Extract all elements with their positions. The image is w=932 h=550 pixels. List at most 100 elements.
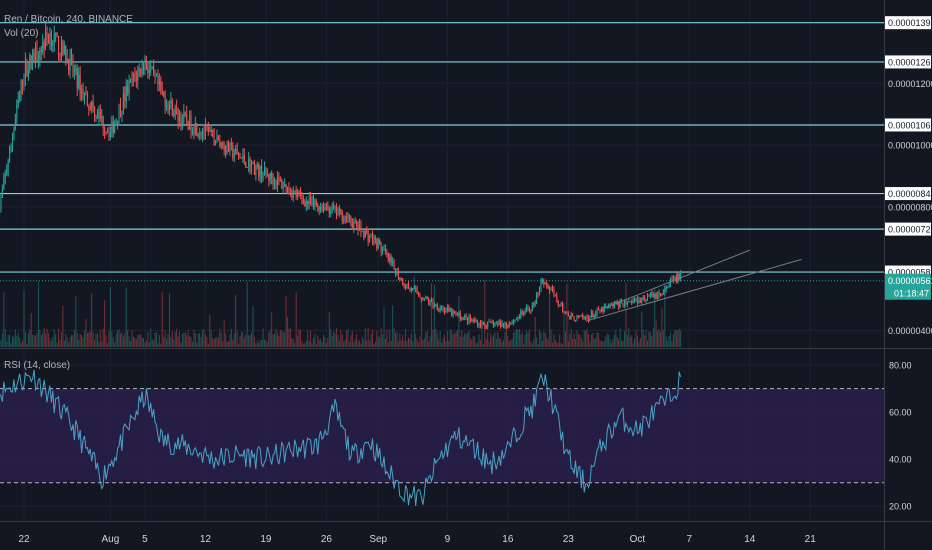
volume-bar bbox=[278, 335, 280, 347]
volume-bar bbox=[445, 341, 447, 347]
candle-body bbox=[407, 284, 409, 289]
volume-bar bbox=[45, 333, 47, 347]
candle-body bbox=[23, 77, 25, 86]
candle-body bbox=[27, 69, 29, 77]
volume-bar bbox=[232, 339, 234, 347]
candle-body bbox=[599, 309, 601, 312]
volume-bar bbox=[586, 328, 588, 347]
volume-bar bbox=[121, 331, 123, 347]
candle-body bbox=[104, 128, 106, 132]
volume-bar bbox=[518, 328, 520, 347]
volume-bar bbox=[441, 342, 443, 347]
candle-body bbox=[266, 174, 268, 176]
volume-bar bbox=[245, 334, 247, 347]
volume-bar bbox=[65, 333, 67, 347]
volume-bar bbox=[563, 302, 565, 347]
candle-body bbox=[66, 58, 68, 64]
volume-bar bbox=[331, 336, 333, 347]
volume-bar bbox=[618, 339, 620, 347]
volume-bar bbox=[4, 329, 6, 347]
time-axis[interactable]: 22 Aug 5 12 19 26 Sep 9 16 23 Oct 7 14 21 bbox=[18, 534, 816, 545]
volume-bar bbox=[99, 330, 101, 347]
candle-body bbox=[518, 316, 520, 318]
volume-bar bbox=[671, 341, 673, 347]
candle-body bbox=[242, 154, 244, 159]
candle-body bbox=[220, 143, 222, 147]
level-price-tag bbox=[885, 118, 931, 132]
volume-bar bbox=[501, 342, 503, 347]
volume-bar bbox=[181, 333, 183, 347]
volume-bar bbox=[379, 337, 381, 347]
volume-bar bbox=[43, 328, 45, 347]
volume-bar bbox=[503, 340, 505, 347]
candle-body bbox=[416, 289, 418, 294]
volume-bar bbox=[551, 342, 553, 347]
candle-body bbox=[472, 319, 474, 321]
volume-bar bbox=[334, 333, 336, 347]
volume-bar bbox=[587, 333, 589, 347]
volume-bar bbox=[527, 332, 529, 347]
volume-bar bbox=[410, 333, 412, 347]
volume-bar bbox=[258, 342, 260, 347]
volume-bar bbox=[464, 333, 466, 347]
volume-bar bbox=[298, 328, 300, 347]
time-tick-label: 23 bbox=[563, 534, 575, 545]
volume-bar bbox=[104, 300, 106, 347]
volume-bar bbox=[132, 336, 134, 347]
candle-body bbox=[399, 278, 401, 280]
volume-indicator-label[interactable]: Vol (20) bbox=[4, 28, 39, 39]
candle-body bbox=[294, 190, 296, 192]
candle-body bbox=[468, 316, 470, 322]
volume-bar bbox=[490, 333, 492, 347]
candle-body bbox=[35, 49, 37, 62]
candle-body bbox=[436, 304, 438, 310]
volume-bar bbox=[566, 283, 568, 347]
candle-body bbox=[451, 308, 453, 316]
candle-body bbox=[393, 261, 395, 269]
volume-bar bbox=[439, 330, 441, 347]
volume-bar bbox=[223, 320, 225, 347]
volume-bar bbox=[148, 342, 150, 347]
volume-bar bbox=[340, 330, 342, 347]
rsi-indicator-label[interactable]: RSI (14, close) bbox=[4, 360, 71, 371]
volume-bars bbox=[0, 276, 682, 347]
volume-bar bbox=[383, 307, 385, 347]
candle-body bbox=[1, 189, 3, 198]
volume-bar bbox=[279, 329, 281, 347]
candle-body bbox=[166, 104, 168, 108]
volume-bar bbox=[534, 316, 536, 347]
rsi-pane bbox=[0, 369, 884, 507]
candle-body bbox=[550, 287, 552, 291]
volume-bar bbox=[177, 336, 179, 347]
candle-body bbox=[114, 123, 116, 133]
volume-bar bbox=[1, 333, 3, 347]
candle-body bbox=[366, 231, 368, 233]
candle-body bbox=[334, 205, 336, 208]
volume-bar bbox=[101, 340, 103, 347]
candle-body bbox=[520, 311, 522, 318]
volume-bar bbox=[109, 287, 111, 347]
volume-bar bbox=[382, 334, 384, 347]
symbol-title[interactable]: Ren / Bitcoin, 240, BINANCE bbox=[4, 14, 133, 25]
volume-bar bbox=[134, 337, 136, 347]
candle-body bbox=[501, 323, 503, 327]
candle-body bbox=[60, 40, 62, 56]
volume-bar bbox=[524, 334, 526, 347]
candle-body bbox=[469, 316, 471, 321]
volume-bar bbox=[680, 330, 682, 347]
volume-bar bbox=[572, 338, 574, 347]
volume-bar bbox=[589, 341, 591, 347]
candle-body bbox=[236, 149, 238, 152]
volume-bar bbox=[251, 332, 253, 347]
volume-bar bbox=[49, 338, 51, 347]
candle-body bbox=[539, 288, 541, 295]
volume-bar bbox=[118, 329, 120, 347]
candle-body bbox=[338, 208, 340, 212]
candle-body bbox=[432, 301, 434, 307]
volume-bar bbox=[115, 333, 117, 347]
price-axis-tags[interactable]: 0.00001200 0.00001000 0.00000800 0.00000400… bbox=[885, 16, 932, 512]
volume-bar bbox=[318, 339, 320, 347]
volume-bar bbox=[675, 330, 677, 347]
candle-body bbox=[190, 115, 192, 133]
